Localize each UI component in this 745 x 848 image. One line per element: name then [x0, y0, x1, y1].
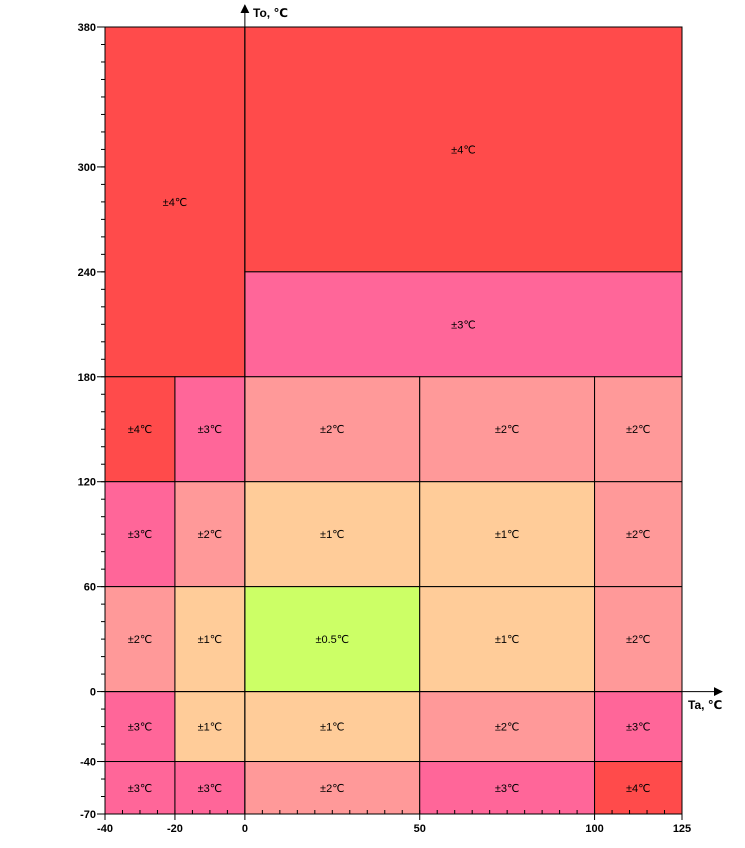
- cell-label: ±1℃: [320, 722, 345, 734]
- cell-label: ±1℃: [495, 634, 520, 646]
- cell-label: ±3℃: [626, 722, 651, 734]
- heatmap-cell: [174, 761, 246, 815]
- heatmap-cell: [419, 481, 596, 588]
- labels-layer: ±4℃ ±4℃ ±3℃ ±4℃ ±3℃ ±2℃ ±2℃ ±2℃ ±3℃ ±2℃ ±1℃ ±1℃ ±2℃ ±…: [128, 144, 651, 794]
- heatmap-cell: [244, 376, 421, 483]
- y-tick-label: 300: [78, 162, 96, 174]
- x-tick-label: -40: [97, 823, 113, 835]
- y-axis-title: To, ℃: [253, 6, 288, 20]
- heatmap-cell: [594, 481, 683, 588]
- cell-label: ±3℃: [495, 783, 520, 795]
- cell-label: ±2℃: [495, 424, 520, 436]
- y-tick-label: 0: [90, 687, 96, 699]
- y-tick-label: 380: [78, 22, 96, 34]
- x-axis-title: Ta, ℃: [688, 698, 722, 712]
- heatmap-cell: [174, 376, 246, 483]
- cell-label: ±2℃: [320, 424, 345, 436]
- axes-layer: [105, 4, 723, 814]
- heatmap-cell: [594, 691, 683, 763]
- cell-label: ±4℃: [451, 144, 476, 156]
- heatmap-cell: [104, 26, 246, 378]
- cell-label: ±2℃: [320, 783, 345, 795]
- heatmap-cell: [174, 691, 246, 763]
- y-tick-label: -70: [80, 809, 96, 821]
- heatmap-cell: [244, 271, 683, 378]
- cell-label: ±2℃: [626, 424, 651, 436]
- cell-label: ±2℃: [626, 634, 651, 646]
- cell-label: ±2℃: [495, 722, 520, 734]
- heatmap-cell: [244, 691, 421, 763]
- heatmap-cell: [594, 761, 683, 815]
- heatmap-cell: [104, 691, 176, 763]
- y-tick-label: 180: [78, 372, 96, 384]
- grid-layer: [104, 26, 683, 815]
- heatmap-cell: [174, 481, 246, 588]
- cell-label: ±2℃: [626, 529, 651, 541]
- cell-label: ±3℃: [128, 722, 153, 734]
- cell-label: ±4℃: [163, 197, 188, 209]
- cell-label: ±1℃: [198, 634, 223, 646]
- cell-label: ±3℃: [451, 319, 476, 331]
- heatmap-cell: [244, 26, 683, 273]
- cell-label: ±2℃: [198, 529, 223, 541]
- cell-label: ±1℃: [320, 529, 345, 541]
- cell-label: ±0.5℃: [315, 634, 349, 646]
- heatmap-cell: [594, 586, 683, 693]
- y-tick-label: -40: [80, 757, 96, 769]
- y-tick-label: 240: [78, 267, 96, 279]
- cell-label: ±3℃: [128, 783, 153, 795]
- cell-label: ±1℃: [495, 529, 520, 541]
- heatmap-cell: [594, 376, 683, 483]
- heatmap-cell: [419, 586, 596, 693]
- cell-label: ±3℃: [128, 529, 153, 541]
- x-tick-label: 50: [414, 823, 426, 835]
- heatmap-cell: [104, 586, 176, 693]
- y-tick-label: 60: [84, 582, 96, 594]
- plot-frame: [104, 26, 683, 815]
- cell-label: ±4℃: [128, 424, 153, 436]
- heatmap-cell: [104, 376, 176, 483]
- cell-label: ±3℃: [198, 783, 223, 795]
- cell-label: ±1℃: [198, 722, 223, 734]
- cells-layer: [104, 26, 683, 815]
- x-tick-label: 0: [242, 823, 248, 835]
- cell-label: ±3℃: [198, 424, 223, 436]
- cell-label: ±4℃: [626, 783, 651, 795]
- y-tick-label: 120: [78, 477, 96, 489]
- x-tick-label: -20: [167, 823, 183, 835]
- cell-label: ±2℃: [128, 634, 153, 646]
- x-tick-label: 100: [585, 823, 603, 835]
- x-tick-label: 125: [673, 823, 691, 835]
- heatmap-cell: [419, 761, 596, 815]
